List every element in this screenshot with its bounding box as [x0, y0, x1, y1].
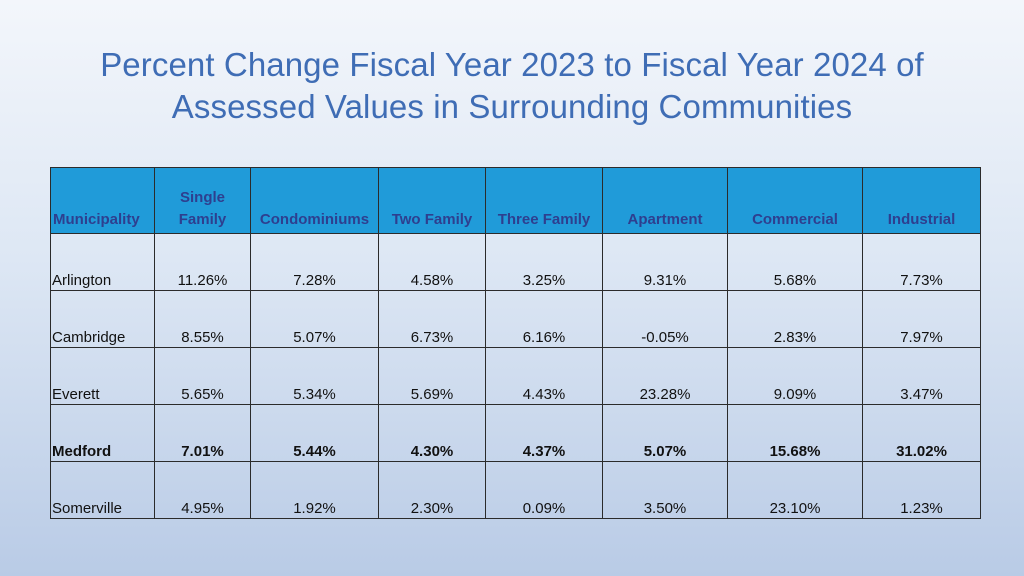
header-municipality: Municipality — [50, 167, 155, 234]
value-cell: 1.92% — [250, 461, 379, 519]
value-cell: 3.47% — [862, 347, 981, 405]
municipality-cell: Somerville — [50, 461, 155, 519]
value-cell: 15.68% — [727, 404, 863, 462]
value-cell: 4.30% — [378, 404, 486, 462]
value-cell: 7.28% — [250, 233, 379, 291]
title-line-1: Percent Change Fiscal Year 2023 to Fisca… — [100, 46, 924, 83]
value-cell: 3.25% — [485, 233, 603, 291]
value-cell: -0.05% — [602, 290, 728, 348]
value-cell: 6.73% — [378, 290, 486, 348]
header-apartment: Apartment — [602, 167, 728, 234]
value-cell: 7.73% — [862, 233, 981, 291]
value-cell: 23.28% — [602, 347, 728, 405]
value-cell: 5.69% — [378, 347, 486, 405]
header-two-family: Two Family — [378, 167, 486, 234]
value-cell: 7.01% — [154, 404, 251, 462]
municipality-cell: Arlington — [50, 233, 155, 291]
value-cell: 23.10% — [727, 461, 863, 519]
value-cell: 0.09% — [485, 461, 603, 519]
header-commercial: Commercial — [727, 167, 863, 234]
municipality-cell: Cambridge — [50, 290, 155, 348]
value-cell: 4.58% — [378, 233, 486, 291]
header-three-family: Three Family — [485, 167, 603, 234]
table-row: Arlington 11.26% 7.28% 4.58% 3.25% 9.31%… — [50, 233, 981, 291]
table-header-row: Municipality Single Family Condominiums … — [50, 167, 981, 234]
value-cell: 6.16% — [485, 290, 603, 348]
value-cell: 31.02% — [862, 404, 981, 462]
value-cell: 5.34% — [250, 347, 379, 405]
value-cell: 1.23% — [862, 461, 981, 519]
value-cell: 4.37% — [485, 404, 603, 462]
table-row: Somerville 4.95% 1.92% 2.30% 0.09% 3.50%… — [50, 461, 981, 519]
value-cell: 4.43% — [485, 347, 603, 405]
value-cell: 2.30% — [378, 461, 486, 519]
header-industrial: Industrial — [862, 167, 981, 234]
value-cell: 7.97% — [862, 290, 981, 348]
slide-title: Percent Change Fiscal Year 2023 to Fisca… — [0, 44, 1024, 128]
header-single-family: Single Family — [154, 167, 251, 234]
value-cell: 4.95% — [154, 461, 251, 519]
municipality-cell: Everett — [50, 347, 155, 405]
title-line-2: Assessed Values in Surrounding Communiti… — [171, 88, 853, 125]
value-cell: 2.83% — [727, 290, 863, 348]
municipality-cell: Medford — [50, 404, 155, 462]
value-cell: 5.65% — [154, 347, 251, 405]
value-cell: 5.07% — [250, 290, 379, 348]
value-cell: 9.31% — [602, 233, 728, 291]
value-cell: 5.44% — [250, 404, 379, 462]
value-cell: 9.09% — [727, 347, 863, 405]
value-cell: 3.50% — [602, 461, 728, 519]
value-cell: 5.68% — [727, 233, 863, 291]
table-row-highlighted: Medford 7.01% 5.44% 4.30% 4.37% 5.07% 15… — [50, 404, 981, 462]
value-cell: 8.55% — [154, 290, 251, 348]
header-condominiums: Condominiums — [250, 167, 379, 234]
table-row: Everett 5.65% 5.34% 5.69% 4.43% 23.28% 9… — [50, 347, 981, 405]
assessed-values-table: Municipality Single Family Condominiums … — [50, 167, 981, 519]
table-row: Cambridge 8.55% 5.07% 6.73% 6.16% -0.05%… — [50, 290, 981, 348]
value-cell: 11.26% — [154, 233, 251, 291]
value-cell: 5.07% — [602, 404, 728, 462]
